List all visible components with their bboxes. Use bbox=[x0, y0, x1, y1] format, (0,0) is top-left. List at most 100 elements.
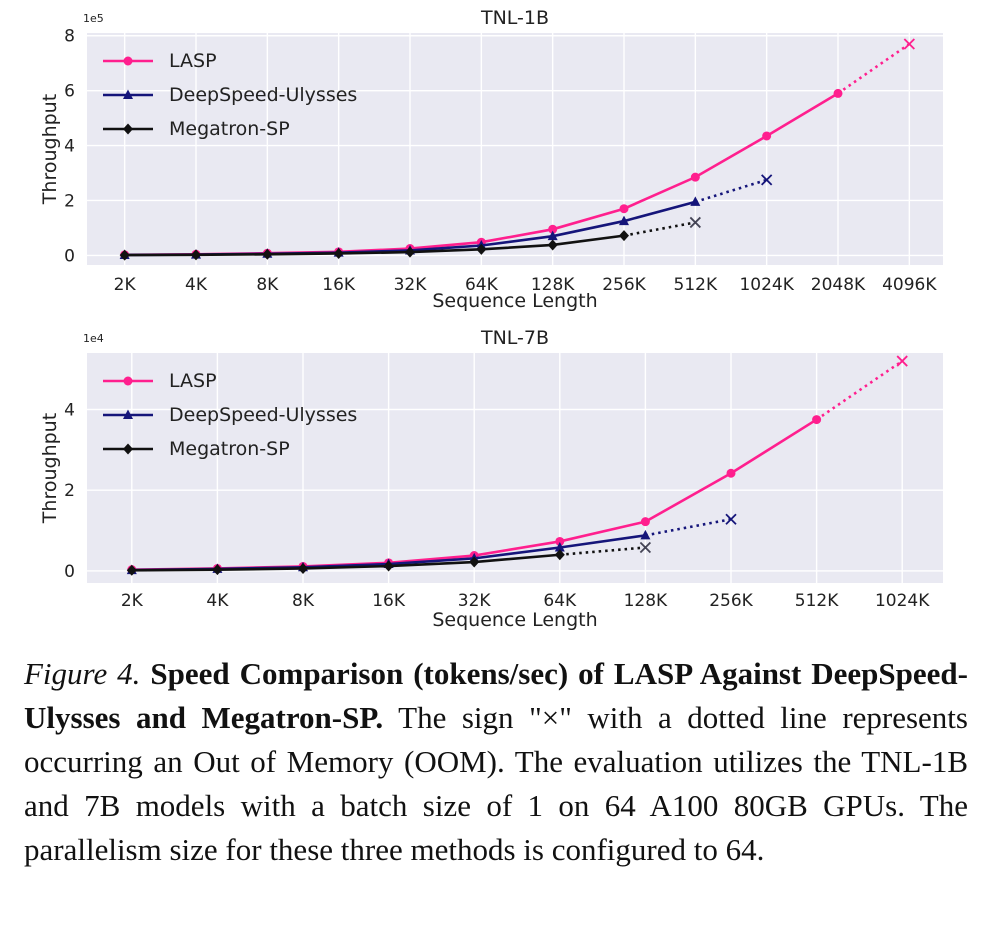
caption-body: The sign "×" with a dotted line represen… bbox=[24, 700, 968, 867]
legend-marker bbox=[123, 443, 133, 455]
data-point bbox=[262, 248, 273, 260]
data-point bbox=[476, 243, 487, 255]
legend: LASP DeepSpeed-Ulysses Megatron-SP bbox=[103, 50, 357, 140]
data-point bbox=[690, 172, 700, 182]
x-tick-label: 512K bbox=[674, 275, 718, 295]
oom-marker bbox=[689, 216, 701, 229]
y-tick-label: 2 bbox=[64, 481, 75, 501]
caption-title: Speed Comparison (tokens/sec) of LASP Ag… bbox=[24, 656, 968, 735]
legend-marker bbox=[123, 409, 133, 419]
x-tick-label: 1024K bbox=[875, 591, 930, 611]
figure-label: Figure 4. bbox=[24, 656, 141, 691]
data-point bbox=[547, 230, 558, 241]
series-megatron-sp bbox=[119, 216, 701, 261]
data-point bbox=[298, 562, 308, 574]
legend: LASP DeepSpeed-Ulysses Megatron-SP bbox=[103, 370, 357, 460]
x-tick-label: 16K bbox=[372, 591, 406, 611]
data-point bbox=[690, 196, 701, 206]
x-tick-label: 16K bbox=[322, 275, 356, 295]
y-tick-label: 4 bbox=[64, 137, 75, 157]
data-point bbox=[555, 536, 565, 546]
legend-marker bbox=[123, 123, 133, 135]
legend-label: DeepSpeed-Ulysses bbox=[169, 404, 357, 426]
y-tick-label: 6 bbox=[64, 82, 75, 102]
legend-label: LASP bbox=[169, 370, 217, 392]
data-point bbox=[333, 247, 344, 259]
data-point bbox=[405, 246, 415, 258]
data-point bbox=[547, 239, 558, 251]
data-point bbox=[212, 564, 223, 576]
chart-title: TNL-1B bbox=[480, 7, 549, 29]
x-tick-label: 256K bbox=[709, 591, 753, 611]
figure-charts: 0 2 4 6 8 2K 4K 8K 16K 32K 64K 128K 256K 512K 1024K 204… bbox=[39, 7, 943, 631]
x-tick-label: 2K bbox=[121, 591, 144, 611]
oom-dotted-line bbox=[837, 42, 911, 95]
figure-caption: Figure 4. Speed Comparison (tokens/sec) … bbox=[24, 652, 968, 872]
x-tick-label: 4K bbox=[185, 275, 208, 295]
x-tick-label: 4K bbox=[206, 591, 229, 611]
y-tick-label: 2 bbox=[64, 191, 75, 211]
legend-label: LASP bbox=[169, 50, 217, 72]
x-tick-label: 4096K bbox=[882, 275, 937, 295]
x-tick-label: 1024K bbox=[739, 275, 794, 295]
oom-marker bbox=[903, 38, 915, 50]
chart-title: TNL-7B bbox=[480, 327, 549, 349]
y-tick-label: 4 bbox=[64, 400, 75, 420]
data-point bbox=[619, 204, 629, 214]
data-point bbox=[762, 131, 772, 141]
series-megatron-sp bbox=[126, 541, 652, 576]
legend-marker bbox=[123, 376, 133, 386]
data-point bbox=[126, 564, 137, 576]
plot-area bbox=[87, 353, 943, 583]
oom-dotted-line bbox=[815, 359, 903, 421]
x-axis-label: Sequence Length bbox=[432, 290, 597, 312]
y-axis-label: Throughput bbox=[39, 413, 61, 524]
data-point bbox=[554, 541, 565, 552]
x-tick-label: 128K bbox=[531, 275, 575, 295]
oom-marker bbox=[725, 513, 737, 525]
x-tick-label: 64K bbox=[543, 591, 577, 611]
series-line bbox=[131, 553, 560, 572]
data-point bbox=[554, 549, 565, 561]
data-point bbox=[812, 415, 822, 425]
y-tick-label: 8 bbox=[64, 27, 75, 47]
data-point bbox=[191, 249, 201, 261]
x-tick-label: 2K bbox=[114, 275, 137, 295]
data-point bbox=[726, 468, 736, 478]
plot-area bbox=[87, 33, 943, 265]
data-point bbox=[619, 230, 629, 242]
y-scale-label: 1e5 bbox=[83, 12, 104, 25]
x-tick-label: 256K bbox=[602, 275, 646, 295]
data-point bbox=[640, 529, 651, 540]
x-tick-label: 32K bbox=[394, 275, 428, 295]
oom-dotted-line bbox=[559, 546, 646, 557]
oom-marker bbox=[639, 541, 652, 554]
oom-dotted-line bbox=[645, 517, 732, 537]
x-tick-label: 64K bbox=[465, 275, 499, 295]
x-axis-label: Sequence Length bbox=[432, 609, 597, 631]
oom-marker bbox=[761, 174, 773, 186]
x-tick-label: 8K bbox=[256, 275, 279, 295]
data-point bbox=[833, 88, 843, 98]
x-tick-label: 2048K bbox=[811, 275, 866, 295]
chart-2: 0 2 4 2K 4K 8K 16K 32K 64K 128K 256K 512K 1024K TNL-7… bbox=[39, 327, 943, 631]
legend-marker bbox=[123, 89, 133, 99]
legend-label: Megatron-SP bbox=[169, 118, 290, 140]
chart-1: 0 2 4 6 8 2K 4K 8K 16K 32K 64K 128K 256K 512K 1024K 204… bbox=[39, 7, 943, 312]
y-axis-label: Throughput bbox=[39, 94, 61, 205]
legend-marker bbox=[123, 56, 133, 66]
x-tick-label: 32K bbox=[458, 591, 492, 611]
data-point bbox=[640, 517, 650, 527]
legend-label: Megatron-SP bbox=[169, 438, 290, 460]
data-point bbox=[548, 224, 558, 234]
data-point bbox=[383, 560, 394, 572]
legend-label: DeepSpeed-Ulysses bbox=[169, 84, 357, 106]
data-point bbox=[469, 556, 480, 568]
x-tick-label: 128K bbox=[624, 591, 668, 611]
data-point bbox=[619, 215, 629, 226]
x-tick-label: 512K bbox=[795, 591, 839, 611]
y-tick-label: 0 bbox=[64, 562, 75, 582]
x-tick-label: 8K bbox=[292, 591, 315, 611]
data-point bbox=[119, 249, 130, 261]
series-line bbox=[124, 234, 625, 257]
